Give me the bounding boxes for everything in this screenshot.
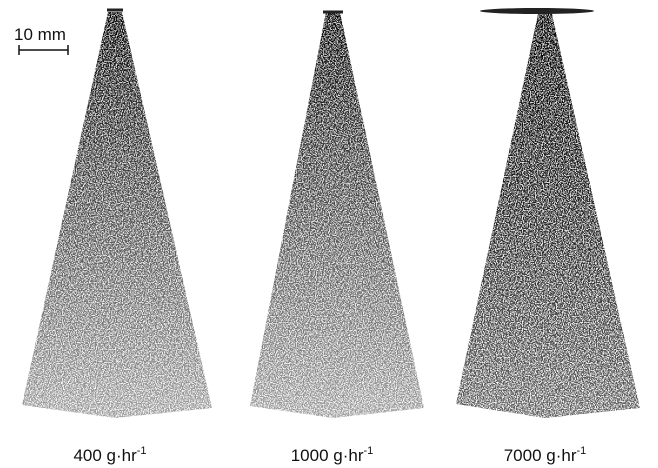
panel-caption: 400 g·hr-1 [73, 445, 146, 465]
spray-droplets [250, 12, 424, 418]
caption-text: 7000 g·hr [504, 446, 577, 465]
scale-bar-label: 10 mm [14, 25, 66, 44]
spray-2 [250, 10, 424, 418]
caption-exponent: -1 [577, 445, 587, 457]
scale-bar: 10 mm [14, 25, 69, 55]
caption-text: 400 g·hr [73, 446, 137, 465]
spray-1 [22, 8, 212, 418]
caption-text: 1000 g·hr [291, 446, 364, 465]
nozzle [480, 8, 594, 14]
panel-caption: 1000 g·hr-1 [291, 445, 374, 465]
spray-droplets [456, 14, 640, 418]
caption-exponent: -1 [137, 445, 147, 457]
spray-3 [456, 8, 640, 418]
spray-droplets [22, 12, 212, 418]
panel-caption: 7000 g·hr-1 [504, 445, 587, 465]
caption-exponent: -1 [364, 445, 374, 457]
